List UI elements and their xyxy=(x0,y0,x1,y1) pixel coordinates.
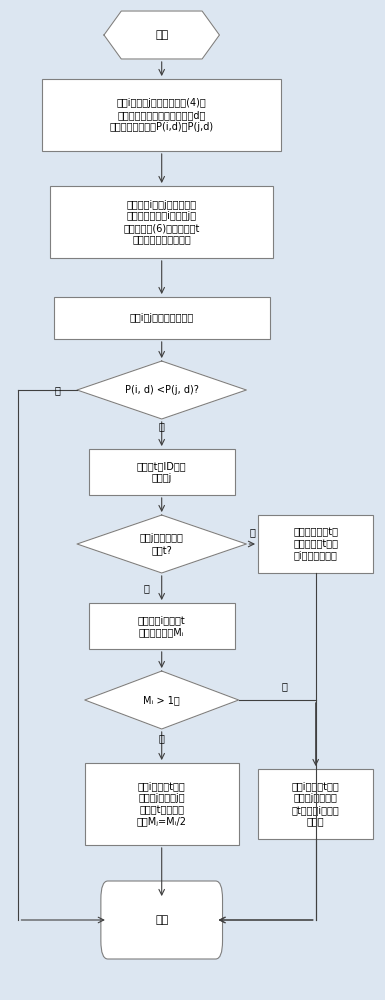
Text: 不需传递消息t，
直接将消息t从节
点i的缓存中删除: 不需传递消息t， 直接将消息t从节 点i的缓存中删除 xyxy=(293,527,338,561)
FancyBboxPatch shape xyxy=(50,186,273,258)
Text: 是: 是 xyxy=(159,733,165,743)
Text: 是: 是 xyxy=(159,421,165,431)
FancyBboxPatch shape xyxy=(258,515,373,573)
Text: 节点i与j交互递交概率値: 节点i与j交互递交概率値 xyxy=(130,313,194,323)
FancyBboxPatch shape xyxy=(85,763,239,845)
Text: P(i, d) <P(j, d)?: P(i, d) <P(j, d)? xyxy=(125,385,199,395)
Text: 否: 否 xyxy=(143,583,149,593)
FancyBboxPatch shape xyxy=(89,603,235,649)
Text: 开始: 开始 xyxy=(155,30,168,40)
FancyBboxPatch shape xyxy=(89,449,235,495)
Polygon shape xyxy=(77,361,246,419)
Text: 节点i将消息t传递
给节点j，并将消
息t从节点i的缓存
中删除: 节点i将消息t传递 给节点j，并将消 息t从节点i的缓存 中删除 xyxy=(292,782,340,826)
Text: 节点i将消息t传递
给节点j，设置j针
对消息t的最大副
本数Mⱼ=Mᵢ/2: 节点i将消息t传递 给节点j，设置j针 对消息t的最大副 本数Mⱼ=Mᵢ/2 xyxy=(137,782,187,826)
FancyBboxPatch shape xyxy=(42,79,281,151)
Text: 节点i与节点j分别按照公式(4)计
算各自将消息传递到目的节点d的
初始消息递交概率P(i,d)和P(j,d): 节点i与节点j分别按照公式(4)计 算各自将消息传递到目的节点d的 初始消息递交… xyxy=(110,98,214,132)
Text: 是: 是 xyxy=(249,527,255,537)
Text: 否: 否 xyxy=(55,385,61,395)
Text: 结束: 结束 xyxy=(155,915,168,925)
FancyBboxPatch shape xyxy=(258,769,373,839)
Polygon shape xyxy=(104,11,219,59)
FancyBboxPatch shape xyxy=(54,297,270,339)
Text: 将消息t的ID传递
给节点j: 将消息t的ID传递 给节点j xyxy=(137,461,186,483)
Polygon shape xyxy=(77,515,246,573)
Text: 查看节点i对消息t
的最大副本数Mᵢ: 查看节点i对消息t 的最大副本数Mᵢ xyxy=(138,615,186,637)
Text: 考虑节点i节点j之间的消息
传递概率，节点i与节点j分
别按照公式(6)更新将消息t
传递到目的节点的概率: 考虑节点i节点j之间的消息 传递概率，节点i与节点j分 别按照公式(6)更新将消… xyxy=(124,200,200,244)
Text: 否: 否 xyxy=(282,681,288,691)
Text: Mᵢ > 1？: Mᵢ > 1？ xyxy=(143,695,180,705)
Text: 节点j是否已缓存
消息t?: 节点j是否已缓存 消息t? xyxy=(140,533,184,555)
Polygon shape xyxy=(85,671,239,729)
FancyBboxPatch shape xyxy=(101,881,223,959)
